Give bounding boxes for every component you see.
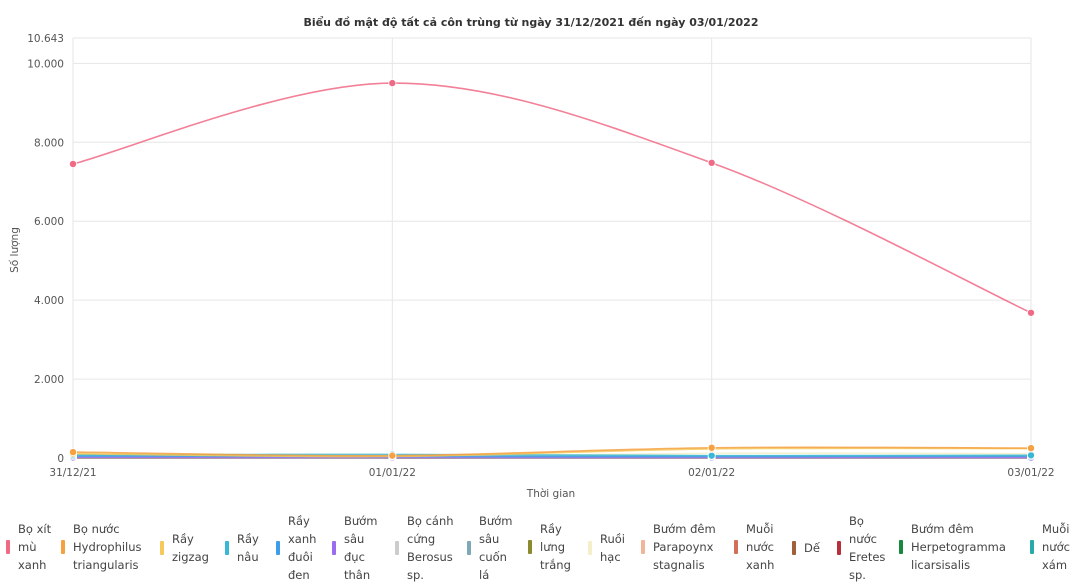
y-tick-label: 0 [57,453,64,465]
y-tick-label: 10.000 [27,58,64,70]
legend-swatch [641,540,645,554]
series-path [72,446,1032,457]
legend-swatch [1030,540,1034,554]
legend-swatch [792,541,796,555]
legend-swatch [6,540,10,554]
data-point[interactable] [707,451,716,460]
legend-label: Dế [804,541,820,555]
legend-label: Bướm đêm Herpetogramma licarsisalis [911,522,1006,572]
legend-item[interactable]: Rầy lưng trắng [528,520,571,574]
data-point[interactable] [388,451,397,460]
y-tick-label: 6.000 [34,216,64,228]
legend-item[interactable]: Dế [792,539,820,557]
data-point[interactable] [707,443,716,452]
grid [72,37,1032,459]
legend-swatch [276,541,280,555]
legend-item[interactable]: Rầy xanh đuôi đen [276,512,316,584]
y-tick-label: 10.643 [27,33,64,45]
legend-label: Muỗi nước xanh [746,522,775,572]
legend-item[interactable]: Bướm sâu đục thân [332,512,377,584]
legend-label: Bọ nước Hydrophilus triangularis [73,522,142,572]
legend-label: Bọ nước Eretes sp. [849,514,886,582]
legend-item[interactable]: Ruồi hạc [588,530,625,566]
legend-swatch [160,541,164,555]
y-axis-ticks: 0 2.000 4.000 6.000 8.000 10.000 10.643 [27,33,64,465]
legend-swatch [588,541,592,555]
legend-label: Bướm sâu đục thân [344,514,378,582]
data-point[interactable] [1027,308,1036,317]
legend-label: Muỗi nước xám [1042,522,1070,572]
data-point[interactable] [1027,451,1036,460]
legend-item[interactable]: Bướm đêm Parapoynx stagnalis [641,520,716,574]
x-axis-ticks: 31/12/21 01/01/22 02/01/22 03/01/22 [49,467,1054,479]
legend-item[interactable]: Rầy zigzag [160,530,209,566]
legend-item[interactable]: Bọ cánh cứng Berosus sp. [395,512,454,584]
legend-swatch [528,540,532,554]
legend-label: Bọ xít mù xanh [18,522,52,572]
data-point[interactable] [69,160,78,169]
x-axis-title: Thời gian [526,488,575,500]
legend-swatch [837,541,841,555]
legend-swatch [395,541,399,555]
data-point[interactable] [707,158,716,167]
data-point[interactable] [388,79,397,88]
legend-swatch [61,540,65,554]
legend-swatch [225,541,229,555]
y-tick-label: 8.000 [34,137,64,149]
legend-item[interactable]: Bọ nước Eretes sp. [837,512,885,584]
y-axis-title: Số lượng [9,227,21,273]
series-line [69,443,1036,460]
legend-item[interactable]: Bọ nước Hydrophilus triangularis [61,520,142,574]
legend-label: Rầy zigzag [172,532,209,564]
legend-label: Rầy xanh đuôi đen [288,514,317,582]
legend-item[interactable]: Bướm sâu cuốn lá [467,512,512,584]
x-tick-label: 03/01/22 [1007,467,1054,479]
legend: Bọ xít mù xanh Bọ nước Hydrophilus triang… [0,509,1078,584]
legend-swatch [734,540,738,554]
legend-label: Bọ cánh cứng Berosus sp. [407,514,454,582]
legend-label: Rầy nâu [237,532,259,564]
legend-swatch [332,541,336,555]
series-line [69,79,1036,317]
x-tick-label: 02/01/22 [688,467,735,479]
data-point[interactable] [1027,444,1036,453]
y-tick-label: 4.000 [34,295,64,307]
legend-label: Bướm sâu cuốn lá [479,514,513,582]
legend-label: Rầy lưng trắng [540,522,571,572]
series-path [72,82,1032,314]
legend-swatch [467,541,471,555]
data-point[interactable] [69,448,78,457]
legend-label: Bướm đêm Parapoynx stagnalis [653,522,716,572]
legend-swatch [899,540,903,554]
x-tick-label: 31/12/21 [49,467,96,479]
legend-item[interactable]: Bướm đêm Herpetogramma licarsisalis [899,520,1006,574]
x-tick-label: 01/01/22 [369,467,416,479]
legend-item[interactable]: Rầy nâu [225,530,259,566]
y-tick-label: 2.000 [34,374,64,386]
legend-item[interactable]: Bọ xít mù xanh [6,520,51,574]
legend-item[interactable]: Muỗi nước xanh [734,520,774,574]
series-group [69,79,1036,462]
chart-title: Biểu đồ mật độ tất cả côn trùng từ ngày … [304,16,759,29]
legend-item[interactable]: Muỗi nước xám [1030,520,1070,574]
chart-area: Biểu đồ mật độ tất cả côn trùng từ ngày … [9,16,1055,500]
legend-label: Ruồi hạc [600,532,625,564]
